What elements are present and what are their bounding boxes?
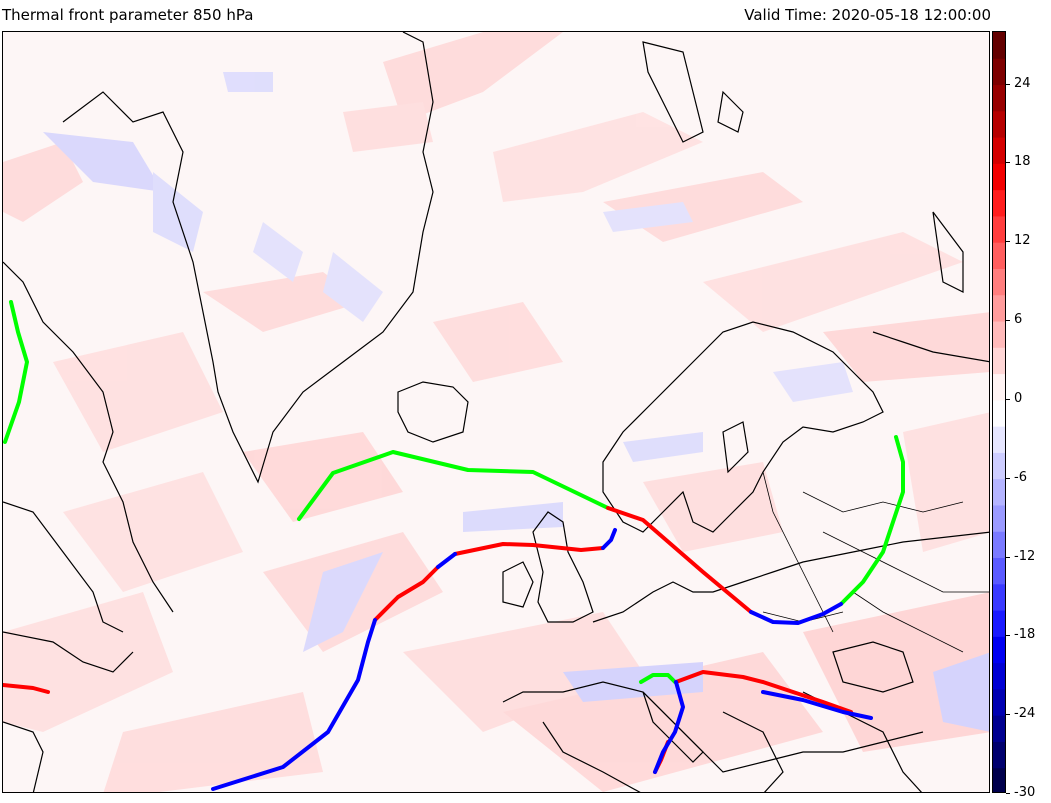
colorbar-level — [993, 636, 1005, 664]
italy-coast — [642, 691, 704, 763]
colorbar-tick-mark — [1006, 477, 1010, 479]
colorbar-tick-label: -6 — [1014, 469, 1027, 485]
front-green-atlantic — [297, 450, 610, 521]
front-blue-atlantic-2 — [436, 552, 457, 569]
front-blue-atlantic — [211, 618, 377, 791]
colorbar-level — [993, 110, 1005, 138]
front-blue-north-sea — [601, 528, 617, 550]
colorbar-tick-label: -24 — [1014, 706, 1036, 722]
front-green-italy — [639, 673, 677, 684]
colorbar-tick-mark — [1006, 793, 1010, 794]
colorbar-level — [993, 189, 1005, 217]
colorbar-tick-label: 0 — [1014, 390, 1023, 406]
front-red-north-sea — [606, 506, 753, 614]
thermal-field — [3, 32, 989, 792]
map-panel — [2, 31, 990, 793]
page-title: Thermal front parameter 850 hPa — [2, 6, 254, 24]
europe-coast — [592, 531, 989, 623]
front-red-med — [674, 670, 853, 714]
colorbar-gradient — [993, 32, 1005, 792]
front-red-britain — [453, 542, 605, 556]
colorbar-level — [993, 452, 1005, 480]
colorbar-level — [993, 347, 1005, 375]
colorbar-level — [993, 715, 1005, 742]
svalbard-coast — [642, 41, 704, 143]
colorbar-tick-mark — [1006, 556, 1010, 558]
map-canvas — [3, 32, 989, 792]
colorbar-tick-mark — [1006, 241, 1010, 243]
colorbar-tick-mark — [1006, 714, 1010, 716]
colorbar-level — [993, 478, 1005, 506]
scandinavia-coast — [602, 321, 884, 533]
colorbar-level — [993, 688, 1005, 716]
front-red-newfoundland — [3, 683, 50, 694]
colorbar-level — [993, 268, 1005, 296]
colorbar-level — [993, 321, 1005, 348]
colorbar-level — [993, 294, 1005, 322]
colorbar-level — [993, 610, 1005, 637]
colorbar-tick-label: -12 — [1014, 548, 1036, 564]
colorbar-level — [993, 557, 1005, 585]
colorbar-level — [993, 531, 1005, 559]
colorbar-level — [993, 137, 1005, 164]
ireland-coast — [502, 561, 534, 608]
front-green-labrador — [3, 300, 29, 444]
fronts — [3, 300, 905, 791]
colorbar-tick-mark — [1006, 635, 1010, 637]
colorbar-tick-mark — [1006, 398, 1010, 400]
colorbar-level — [993, 504, 1005, 532]
iceland-coast — [397, 381, 469, 443]
colorbar-level — [993, 741, 1005, 769]
colorbar-tick-label: 6 — [1014, 312, 1023, 328]
colorbar-level — [993, 215, 1005, 243]
front-red-atlantic — [373, 565, 440, 622]
front-blue-italy — [653, 680, 685, 774]
colorbar-tick-label: 12 — [1014, 233, 1031, 249]
colorbar-tick-label: -18 — [1014, 627, 1036, 643]
colorbar-level — [993, 84, 1005, 112]
britain-coast — [532, 511, 594, 623]
greenland-coast — [62, 32, 434, 484]
colorbar-tick-mark — [1006, 320, 1010, 322]
colorbar-tick-label: -30 — [1014, 785, 1036, 800]
colorbar-tick-label: 24 — [1014, 75, 1031, 91]
colorbar-tick-label: 18 — [1014, 154, 1031, 170]
front-blue-europe — [749, 602, 843, 625]
colorbar-level — [993, 242, 1005, 269]
colorbar-level — [993, 58, 1005, 86]
colorbar-level — [993, 426, 1005, 453]
colorbar-level — [993, 399, 1005, 427]
colorbar-tick-mark — [1006, 83, 1010, 85]
front-green-russia — [839, 435, 905, 606]
canada-coast — [3, 261, 174, 613]
colorbar-level — [993, 662, 1005, 690]
coastlines — [3, 32, 989, 792]
valid-time-label: Valid Time: 2020-05-18 12:00:00 — [744, 6, 991, 24]
colorbar-level — [993, 583, 1005, 611]
colorbar-level — [993, 767, 1005, 792]
colorbar-tick-mark — [1006, 162, 1010, 164]
colorbar-level — [993, 32, 1005, 59]
colorbar-level — [993, 373, 1005, 401]
colorbar — [992, 31, 1006, 793]
front-blue-med — [761, 690, 873, 720]
colorbar-level — [993, 163, 1005, 191]
